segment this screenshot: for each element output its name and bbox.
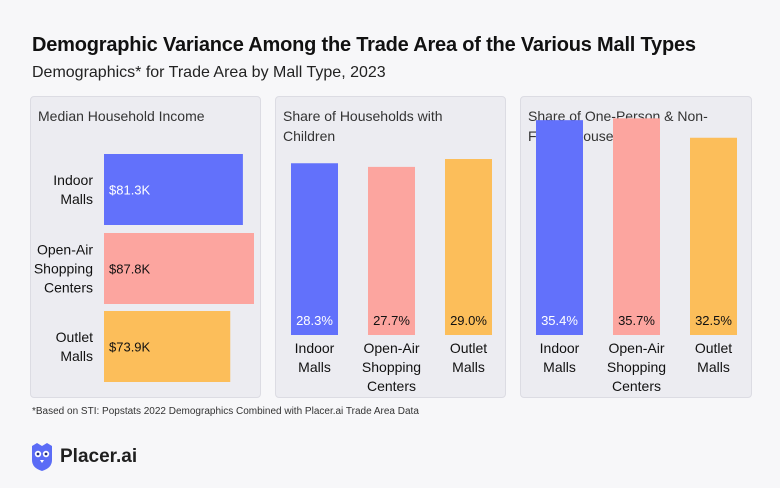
one-person-bar-0 <box>536 120 583 335</box>
one-person-category-label-0-1: Malls <box>543 359 576 375</box>
one-person-bar-chart: 35.4% Indoor Malls 35.7% Open-Air Shopping Cen… <box>536 118 737 394</box>
income-category-label-1-0: Open-Air <box>37 242 93 258</box>
one-person-category-label-0-0: Indoor <box>540 340 580 356</box>
children-bar-0 <box>291 163 338 335</box>
one-person-bar-1 <box>613 118 660 336</box>
one-person-category-label-1-1: Shopping <box>607 359 666 375</box>
income-category-label-2-0: Outlet <box>56 329 93 345</box>
placer-owl-icon <box>32 443 52 471</box>
income-value-label-2: $73.9K <box>109 340 151 355</box>
one-person-category-label-2-1: Malls <box>697 359 730 375</box>
one-person-bar-2 <box>690 137 737 335</box>
one-person-value-label-2: 32.5% <box>695 313 732 328</box>
income-value-label-0: $81.3K <box>109 183 151 198</box>
chart-subtitle: Demographics* for Trade Area by Mall Typ… <box>32 64 386 81</box>
children-value-label-1: 27.7% <box>373 313 410 328</box>
children-bar-chart: 28.3% Indoor Malls 27.7% Open-Air Shopping Cen… <box>291 159 492 394</box>
income-category-label-0-1: Malls <box>60 191 93 207</box>
income-bar-0 <box>104 154 243 225</box>
children-category-label-1-1: Shopping <box>362 359 421 375</box>
income-category-label-1-1: Shopping <box>34 261 93 277</box>
children-bar-2 <box>445 159 492 335</box>
income-category-label-1-2: Centers <box>44 280 93 296</box>
panel-median-household-income: Median Household Income $81.3K Indoor Mall… <box>30 96 261 398</box>
logo-text: Placer.ai <box>60 446 138 467</box>
one-person-category-label-1-0: Open-Air <box>608 340 664 356</box>
panel-households-with-children: Share of Households with Children 28.3% I… <box>275 96 506 398</box>
one-person-value-label-0: 35.4% <box>541 313 578 328</box>
one-person-category-label-1-2: Centers <box>612 378 661 394</box>
one-person-category-label-2-0: Outlet <box>695 340 732 356</box>
income-category-label-2-1: Malls <box>60 348 93 364</box>
children-value-label-0: 28.3% <box>296 313 333 328</box>
income-bar-1 <box>104 233 254 304</box>
income-bar-chart: $81.3K Indoor Malls $87.8K Open-Air Shopping C… <box>34 154 254 382</box>
panel-title-children: Share of Households with Children <box>283 108 443 144</box>
panel-title-income: Median Household Income <box>38 108 205 124</box>
children-category-label-1-2: Centers <box>367 378 416 394</box>
children-category-label-2-0: Outlet <box>450 340 487 356</box>
children-category-label-0-0: Indoor <box>295 340 335 356</box>
income-category-label-0-0: Indoor <box>53 172 93 188</box>
children-category-label-2-1: Malls <box>452 359 485 375</box>
income-bar-2 <box>104 311 231 382</box>
children-value-label-2: 29.0% <box>450 313 487 328</box>
one-person-value-label-1: 35.7% <box>618 313 655 328</box>
children-category-label-1-0: Open-Air <box>363 340 419 356</box>
children-bar-1 <box>368 166 415 335</box>
panel-one-person-households: Share of One-Person & Non-Family Househo… <box>520 96 752 398</box>
income-value-label-1: $87.8K <box>109 262 151 277</box>
footnote: *Based on STI: Popstats 2022 Demographic… <box>32 406 419 417</box>
children-category-label-0-1: Malls <box>298 359 331 375</box>
chart-title: Demographic Variance Among the Trade Are… <box>32 34 696 56</box>
